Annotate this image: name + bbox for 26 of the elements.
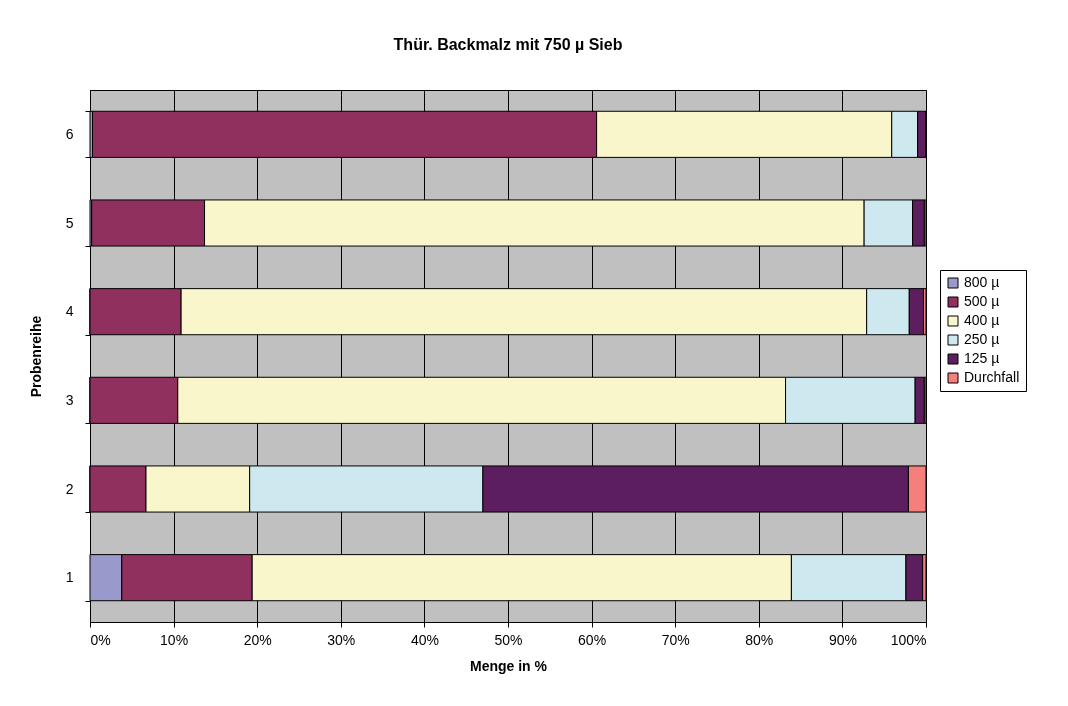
legend-label: 400 µ bbox=[964, 312, 1000, 328]
y-tick-label: 3 bbox=[65, 391, 74, 408]
y-tick-label: 1 bbox=[65, 569, 74, 586]
x-tick-label: 100% bbox=[890, 631, 927, 648]
y-tick-label: 5 bbox=[65, 214, 74, 231]
x-tick-label: 40% bbox=[410, 631, 439, 648]
x-tick-label: 50% bbox=[494, 631, 523, 648]
legend-label: 800 µ bbox=[964, 274, 1000, 290]
x-tick-label: 70% bbox=[661, 631, 690, 648]
x-tick-label: 80% bbox=[745, 631, 774, 648]
y-tick-label: 4 bbox=[65, 303, 74, 320]
legend-label: 125 µ bbox=[964, 350, 1000, 366]
x-tick-label: 60% bbox=[578, 631, 607, 648]
y-tick-label: 2 bbox=[65, 480, 74, 497]
legend-label: 250 µ bbox=[964, 331, 1000, 347]
x-tick-label: 30% bbox=[327, 631, 356, 648]
y-tick-label: 6 bbox=[65, 125, 74, 142]
x-tick-label: 10% bbox=[160, 631, 189, 648]
legend-label: 500 µ bbox=[964, 293, 1000, 309]
legend-label: Durchfall bbox=[964, 369, 1020, 385]
chart-title: Thür. Backmalz mit 750 µ Sieb bbox=[393, 36, 623, 53]
x-tick-label: 90% bbox=[828, 631, 857, 648]
x-tick-label: 20% bbox=[243, 631, 272, 648]
y-axis-title: Probenreihe bbox=[27, 315, 44, 398]
x-axis-title: Menge in % bbox=[469, 657, 548, 674]
x-tick-label: 0% bbox=[90, 631, 111, 648]
